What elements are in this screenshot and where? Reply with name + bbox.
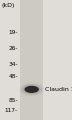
Text: 19-: 19- [8,30,18,35]
Ellipse shape [23,85,41,94]
Text: 34-: 34- [8,62,18,67]
Ellipse shape [21,84,42,95]
Text: 26-: 26- [8,45,18,51]
Ellipse shape [24,86,39,93]
Text: Claudin 10: Claudin 10 [45,87,72,92]
Text: 85-: 85- [8,98,18,103]
Text: 117-: 117- [5,108,18,113]
Bar [20,0,43,120]
Text: 48-: 48- [8,74,18,79]
Text: (kD): (kD) [1,3,15,8]
